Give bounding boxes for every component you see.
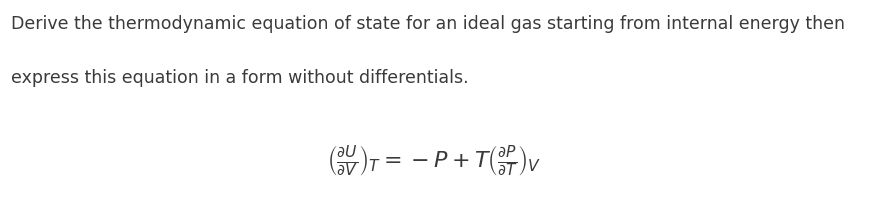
Text: $\left(\frac{\partial U}{\partial V}\right)_{T} = -P + T\left(\frac{\partial P}{: $\left(\frac{\partial U}{\partial V}\rig… [328, 144, 541, 179]
Text: Derive the thermodynamic equation of state for an ideal gas starting from intern: Derive the thermodynamic equation of sta… [11, 15, 846, 33]
Text: express this equation in a form without differentials.: express this equation in a form without … [11, 69, 469, 87]
